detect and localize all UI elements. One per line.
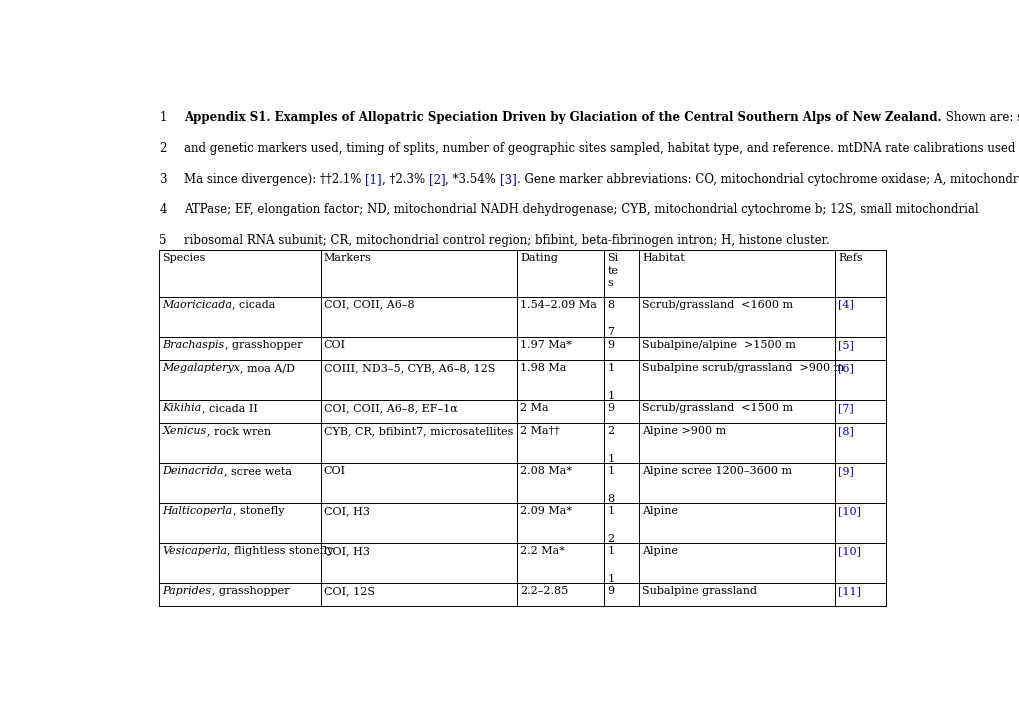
Text: Dating: Dating	[520, 253, 557, 264]
Text: Kikihia: Kikihia	[162, 403, 202, 413]
Text: 3: 3	[159, 173, 167, 186]
Text: Shown are: species: Shown are: species	[941, 111, 1019, 124]
Text: , flightless stonefly: , flightless stonefly	[227, 546, 333, 556]
Text: COI, COII, A6–8: COI, COII, A6–8	[323, 300, 414, 310]
Text: CYB, CR, bfibint7, microsatellites: CYB, CR, bfibint7, microsatellites	[323, 426, 513, 436]
Text: Halticoperla: Halticoperla	[162, 506, 232, 516]
Text: . Gene marker abbreviations: CO, mitochondrial cytochrome oxidase; A, mitochondr: . Gene marker abbreviations: CO, mitocho…	[516, 173, 1019, 186]
Text: Habitat: Habitat	[642, 253, 684, 264]
Text: 9: 9	[606, 403, 613, 413]
Text: Si: Si	[606, 253, 618, 264]
Text: Scrub/grassland  <1600 m: Scrub/grassland <1600 m	[642, 300, 793, 310]
Text: , *3.54%: , *3.54%	[444, 173, 499, 186]
Text: 2 Ma††: 2 Ma††	[520, 426, 559, 436]
Text: 2: 2	[159, 142, 166, 155]
Text: [7]: [7]	[838, 403, 853, 413]
Text: te: te	[606, 266, 618, 276]
Text: Subalpine grassland: Subalpine grassland	[642, 586, 756, 596]
Text: 1: 1	[606, 454, 613, 464]
Text: 1: 1	[606, 546, 613, 556]
Text: Subalpine scrub/grassland  >900 m: Subalpine scrub/grassland >900 m	[642, 363, 844, 373]
Text: Deinacrida: Deinacrida	[162, 466, 224, 476]
Text: 9: 9	[606, 340, 613, 350]
Text: [1]: [1]	[365, 173, 381, 186]
Text: s: s	[606, 278, 612, 288]
Text: Alpine: Alpine	[642, 546, 678, 556]
Text: Alpine scree 1200–3600 m: Alpine scree 1200–3600 m	[642, 466, 792, 476]
Text: 1.97 Ma*: 1.97 Ma*	[520, 340, 572, 350]
Text: [5]: [5]	[838, 340, 854, 350]
Text: 1: 1	[606, 390, 613, 400]
Text: [8]: [8]	[838, 426, 854, 436]
Text: Alpine: Alpine	[642, 506, 678, 516]
Text: COI: COI	[323, 340, 345, 350]
Text: [6]: [6]	[838, 363, 854, 373]
Text: Scrub/grassland  <1500 m: Scrub/grassland <1500 m	[642, 403, 793, 413]
Text: 8: 8	[606, 494, 613, 504]
Text: , grasshopper: , grasshopper	[224, 340, 302, 350]
Text: 2 Ma: 2 Ma	[520, 403, 548, 413]
Text: 9: 9	[606, 586, 613, 596]
Text: Xenicus: Xenicus	[162, 426, 207, 436]
Text: COI, H3: COI, H3	[323, 506, 370, 516]
Text: [2]: [2]	[428, 173, 444, 186]
Text: Paprides: Paprides	[162, 586, 211, 596]
Text: ribosomal RNA subunit; CR, mitochondrial control region; bfibint, beta-fibrinoge: ribosomal RNA subunit; CR, mitochondrial…	[183, 234, 828, 247]
Text: Appendix S1. Examples of Allopatric Speciation Driven by Glaciation of the Centr: Appendix S1. Examples of Allopatric Spec…	[183, 111, 941, 124]
Text: Markers: Markers	[323, 253, 371, 264]
Text: Maoricicada: Maoricicada	[162, 300, 232, 310]
Text: 7: 7	[606, 328, 613, 338]
Text: 1: 1	[606, 574, 613, 584]
Text: 8: 8	[606, 300, 613, 310]
Text: Alpine >900 m: Alpine >900 m	[642, 426, 726, 436]
Text: 1: 1	[606, 363, 613, 373]
Text: 4: 4	[159, 204, 167, 217]
Text: 2: 2	[606, 534, 613, 544]
Text: Species: Species	[162, 253, 206, 264]
Text: , rock wren: , rock wren	[207, 426, 270, 436]
Text: [10]: [10]	[838, 546, 860, 556]
Text: 2.08 Ma*: 2.08 Ma*	[520, 466, 572, 476]
Text: Subalpine/alpine  >1500 m: Subalpine/alpine >1500 m	[642, 340, 795, 350]
Text: and genetic markers used, timing of splits, number of geographic sites sampled, : and genetic markers used, timing of spli…	[183, 142, 1019, 155]
Text: , cicada II: , cicada II	[202, 403, 257, 413]
Text: [9]: [9]	[838, 466, 854, 476]
Text: COIII, ND3–5, CYB, A6–8, 12S: COIII, ND3–5, CYB, A6–8, 12S	[323, 363, 494, 373]
Text: , moa A/D: , moa A/D	[240, 363, 296, 373]
Text: Ma since divergence): ††2.1%: Ma since divergence): ††2.1%	[183, 173, 365, 186]
Text: [11]: [11]	[838, 586, 860, 596]
Text: 2: 2	[606, 426, 613, 436]
Text: 1: 1	[159, 111, 166, 124]
Text: COI, COII, A6–8, EF–1α: COI, COII, A6–8, EF–1α	[323, 403, 458, 413]
Text: [4]: [4]	[838, 300, 854, 310]
Text: Brachaspis: Brachaspis	[162, 340, 224, 350]
Text: 1.54–2.09 Ma: 1.54–2.09 Ma	[520, 300, 596, 310]
Text: 2.09 Ma*: 2.09 Ma*	[520, 506, 572, 516]
Text: ATPase; EF, elongation factor; ND, mitochondrial NADH dehydrogenase; CYB, mitoch: ATPase; EF, elongation factor; ND, mitoc…	[183, 204, 977, 217]
Text: Vesicaperla: Vesicaperla	[162, 546, 227, 556]
Text: [3]: [3]	[499, 173, 516, 186]
Text: 1.98 Ma: 1.98 Ma	[520, 363, 566, 373]
Text: , scree weta: , scree weta	[224, 466, 291, 476]
Text: 2.2 Ma*: 2.2 Ma*	[520, 546, 565, 556]
Text: Megalapteryx: Megalapteryx	[162, 363, 240, 373]
Text: [10]: [10]	[838, 506, 860, 516]
Text: 1: 1	[606, 466, 613, 476]
Text: 1: 1	[606, 506, 613, 516]
Text: 2.2–2.85: 2.2–2.85	[520, 586, 568, 596]
Text: , stonefly: , stonefly	[232, 506, 283, 516]
Text: COI, H3: COI, H3	[323, 546, 370, 556]
Text: , cicada: , cicada	[232, 300, 275, 310]
Text: , grasshopper: , grasshopper	[211, 586, 288, 596]
Text: , †2.3%: , †2.3%	[381, 173, 428, 186]
Text: 5: 5	[159, 234, 167, 247]
Text: COI, 12S: COI, 12S	[323, 586, 374, 596]
Text: COI: COI	[323, 466, 345, 476]
Text: Refs: Refs	[838, 253, 862, 264]
